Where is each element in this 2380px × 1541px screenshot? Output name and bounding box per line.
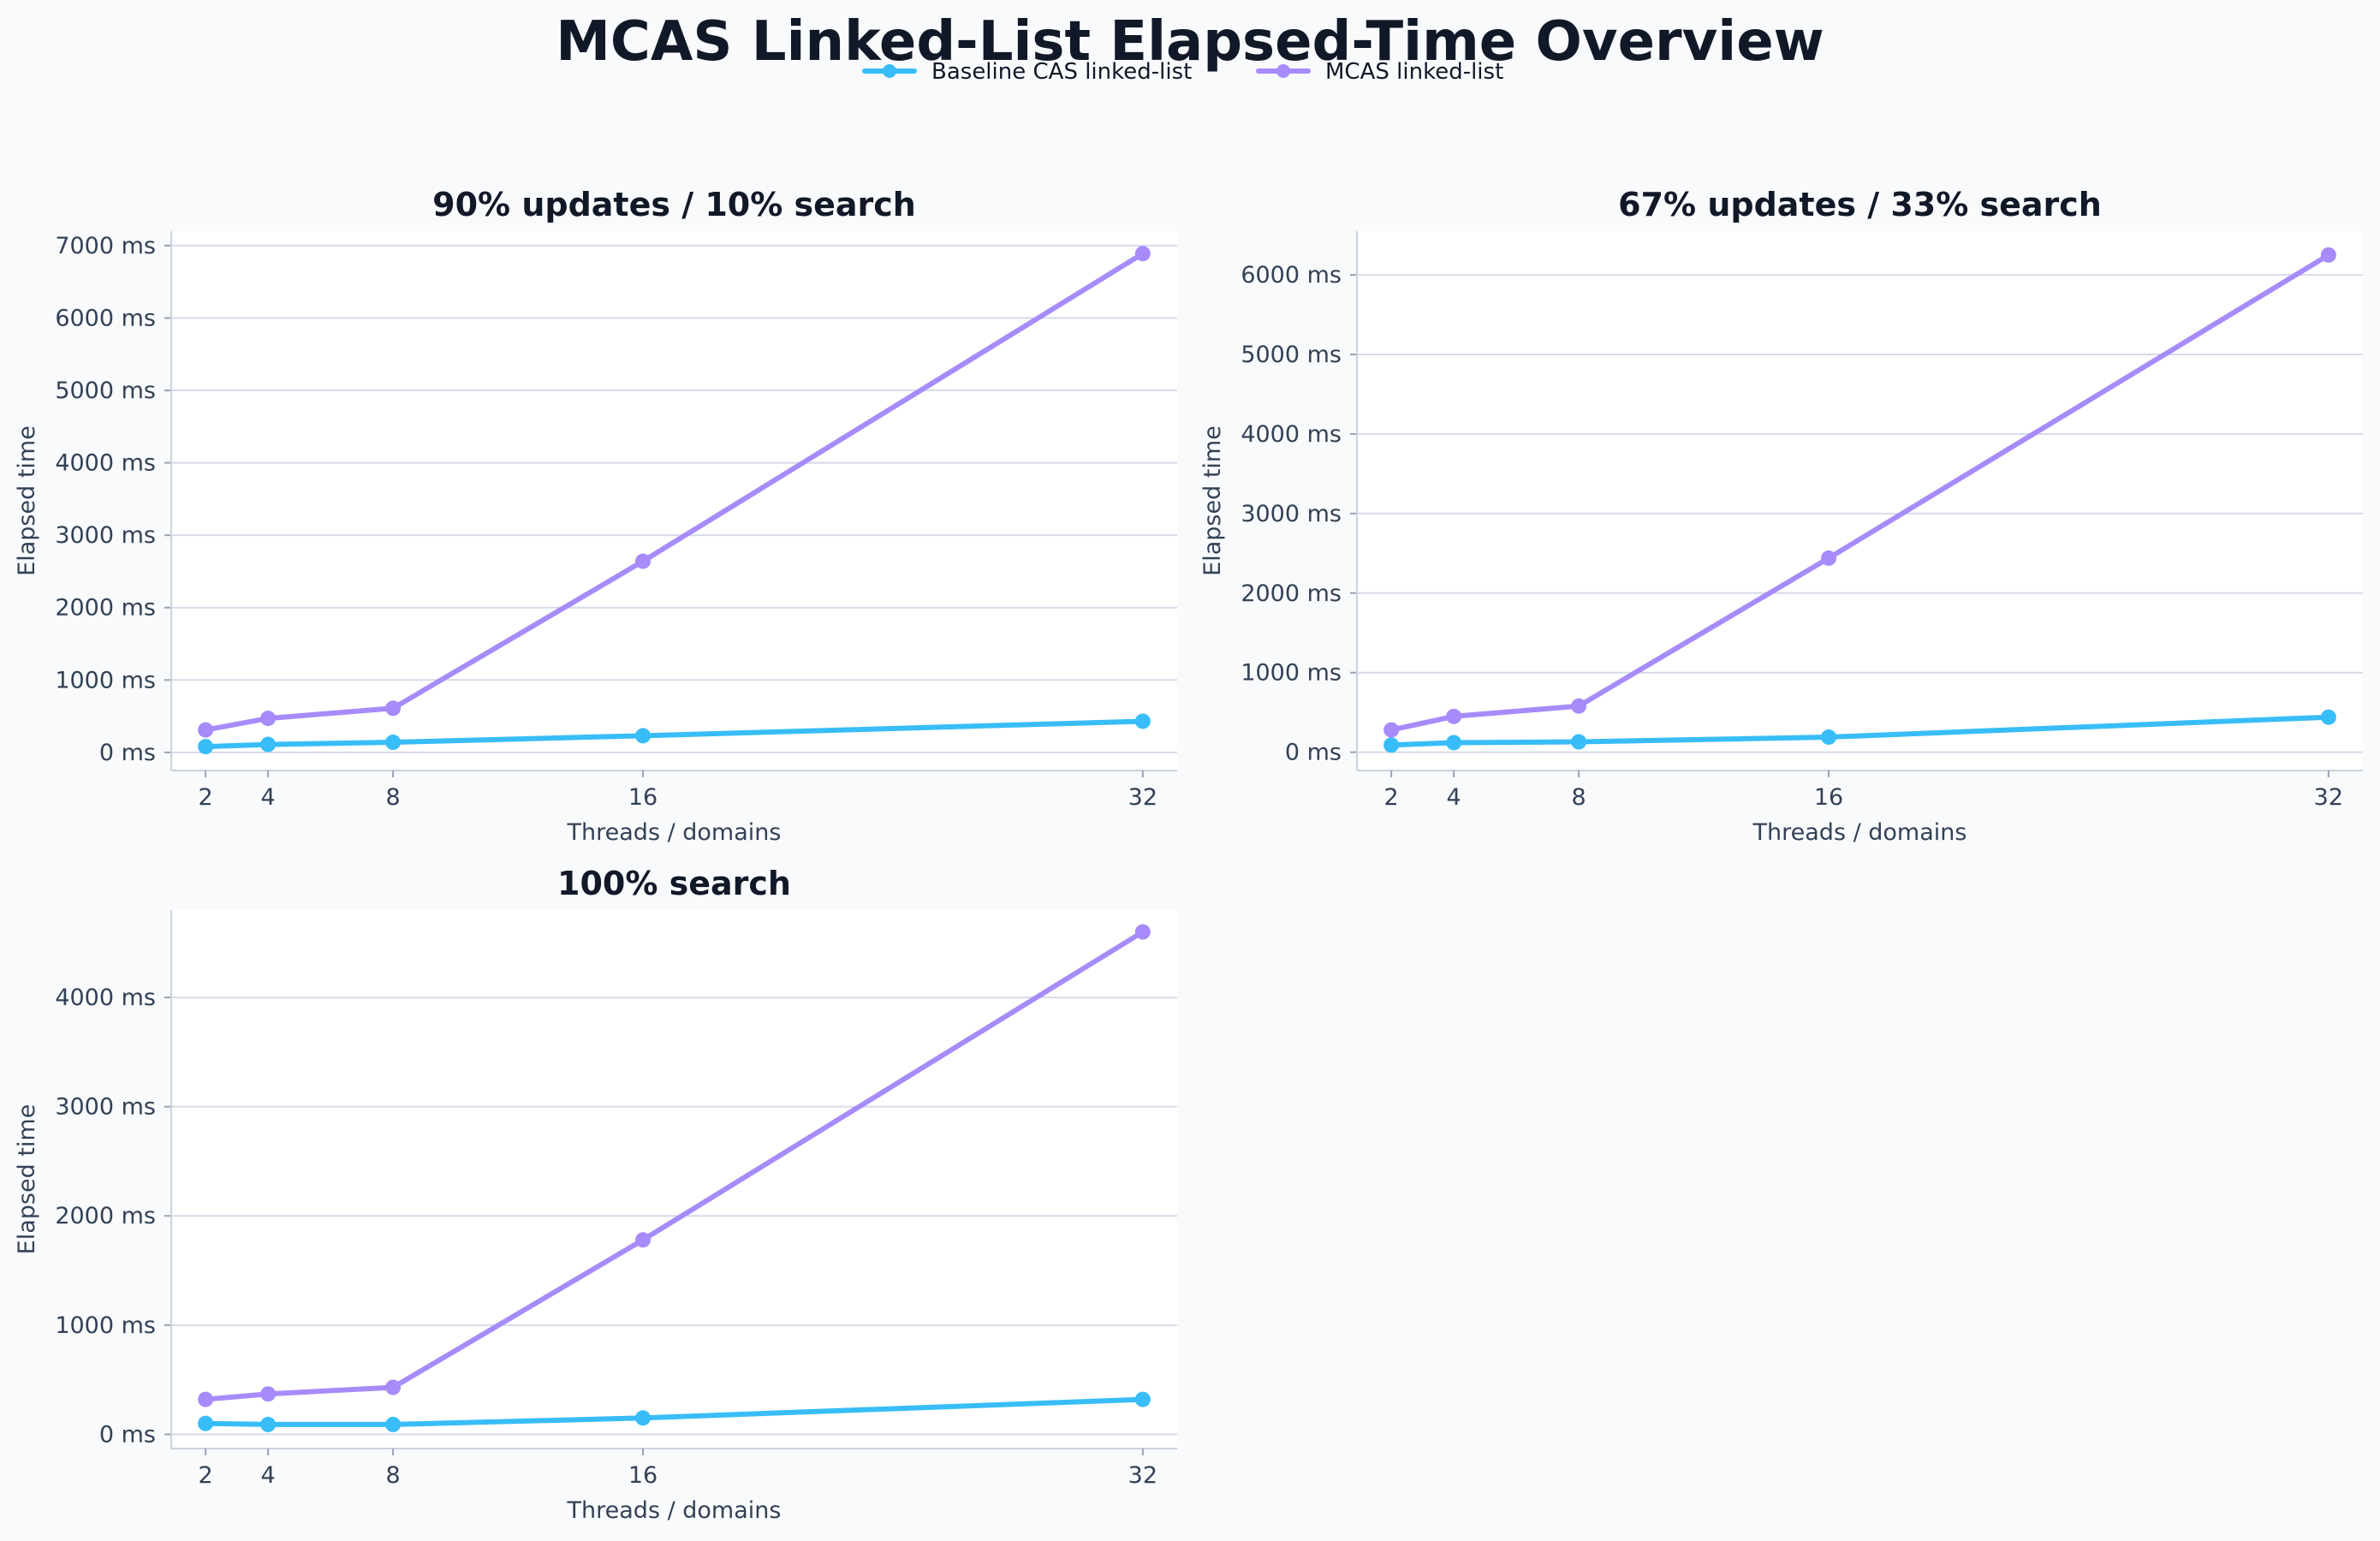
data-point xyxy=(385,1379,402,1395)
data-point xyxy=(1821,550,1837,566)
y-tick-label: 3000 ms xyxy=(1241,501,1342,527)
x-tick-label: 8 xyxy=(1571,784,1586,811)
data-point xyxy=(385,700,402,717)
y-tick-label: 1000 ms xyxy=(55,1312,156,1339)
data-point xyxy=(385,1416,402,1432)
x-tick-label: 32 xyxy=(1128,1462,1157,1489)
x-tick-label: 16 xyxy=(1814,784,1843,811)
x-tick-label: 4 xyxy=(261,784,276,811)
x-tick-label: 32 xyxy=(2314,784,2343,811)
data-point xyxy=(385,735,402,751)
y-axis-label: Elapsed time xyxy=(1199,425,1226,576)
data-point xyxy=(1383,737,1400,753)
plot-area xyxy=(171,910,1177,1449)
data-point xyxy=(198,722,214,738)
legend-label: MCAS linked-list xyxy=(1325,59,1503,85)
x-tick-label: 16 xyxy=(628,784,657,811)
data-point xyxy=(1446,708,1462,724)
data-point xyxy=(198,1391,214,1407)
chart-panel: 0 ms 1000 ms 2000 ms 3000 ms 4000 ms 5000 ms 6… xyxy=(1199,186,2363,846)
y-tick-label: 2000 ms xyxy=(55,595,156,622)
y-tick-label: 0 ms xyxy=(99,740,156,766)
chart-panel: 0 ms 1000 ms 2000 ms 3000 ms 4000 ms 2 4 8 16 32 T… xyxy=(14,865,1177,1524)
chart-panel: 0 ms 1000 ms 2000 ms 3000 ms 4000 ms 5000 ms 6… xyxy=(14,186,1177,846)
data-point xyxy=(198,1415,214,1431)
plot-area xyxy=(171,231,1177,770)
legend: Baseline CAS linked-list MCAS linked-list xyxy=(862,59,1503,85)
data-point xyxy=(2320,709,2336,725)
y-tick-label: 7000 ms xyxy=(55,233,156,259)
x-tick-label: 8 xyxy=(385,784,400,811)
data-point xyxy=(1134,1391,1151,1407)
x-axis-label: Threads / domains xyxy=(1752,819,1967,846)
x-tick-label: 2 xyxy=(1384,784,1399,811)
x-tick-label: 32 xyxy=(1128,784,1157,811)
data-point xyxy=(198,739,214,755)
data-point xyxy=(1134,246,1151,262)
y-tick-label: 0 ms xyxy=(1285,740,1342,766)
legend-entry: Baseline CAS linked-list xyxy=(862,59,1192,85)
data-point xyxy=(260,1386,277,1402)
x-tick-label: 2 xyxy=(199,784,213,811)
y-tick-label: 2000 ms xyxy=(55,1203,156,1229)
x-tick-label: 2 xyxy=(199,1462,213,1489)
x-tick-label: 4 xyxy=(1447,784,1461,811)
y-tick-label: 0 ms xyxy=(99,1421,156,1448)
chart-title: MCAS Linked-List Elapsed-Time Overview xyxy=(556,10,1824,74)
y-tick-label: 6000 ms xyxy=(55,305,156,331)
data-point xyxy=(260,1416,277,1432)
data-point xyxy=(1571,734,1587,750)
data-point xyxy=(2320,247,2336,263)
data-point xyxy=(1571,698,1587,714)
x-tick-label: 4 xyxy=(261,1462,276,1489)
panel-title: 100% search xyxy=(557,865,791,902)
y-tick-label: 3000 ms xyxy=(55,1094,156,1121)
y-tick-label: 4000 ms xyxy=(55,985,156,1011)
y-tick-label: 5000 ms xyxy=(55,378,156,404)
x-axis-label: Threads / domains xyxy=(567,1497,782,1524)
y-tick-label: 6000 ms xyxy=(1241,262,1342,289)
panel-title: 67% updates / 33% search xyxy=(1618,186,2102,223)
data-point xyxy=(260,711,277,727)
legend-entry: MCAS linked-list xyxy=(1256,59,1503,85)
y-tick-label: 4000 ms xyxy=(1241,421,1342,448)
panel-title: 90% updates / 10% search xyxy=(432,186,916,223)
data-point xyxy=(1134,713,1151,729)
data-point xyxy=(1134,924,1151,940)
data-point xyxy=(1446,735,1462,751)
y-axis-label: Elapsed time xyxy=(14,425,40,576)
data-point xyxy=(635,728,652,744)
data-point xyxy=(635,1410,652,1426)
legend-label: Baseline CAS linked-list xyxy=(931,59,1192,85)
x-tick-label: 16 xyxy=(628,1462,657,1489)
y-tick-label: 2000 ms xyxy=(1241,580,1342,607)
y-tick-label: 1000 ms xyxy=(55,667,156,693)
y-tick-label: 3000 ms xyxy=(55,522,156,549)
y-tick-label: 4000 ms xyxy=(55,450,156,477)
legend-marker-swatch xyxy=(1276,64,1290,78)
data-point xyxy=(635,553,652,569)
y-tick-label: 1000 ms xyxy=(1241,660,1342,687)
plot-area xyxy=(1357,231,2363,770)
y-tick-label: 5000 ms xyxy=(1241,342,1342,368)
data-point xyxy=(260,736,277,753)
data-point xyxy=(1383,722,1400,738)
x-tick-label: 8 xyxy=(385,1462,400,1489)
legend-marker-swatch xyxy=(883,64,896,78)
data-point xyxy=(635,1232,652,1248)
chart-panels: 0 ms 1000 ms 2000 ms 3000 ms 4000 ms 5000 ms 6… xyxy=(14,186,2363,1524)
data-point xyxy=(1821,729,1837,745)
y-axis-label: Elapsed time xyxy=(14,1104,40,1255)
x-axis-label: Threads / domains xyxy=(567,819,782,846)
